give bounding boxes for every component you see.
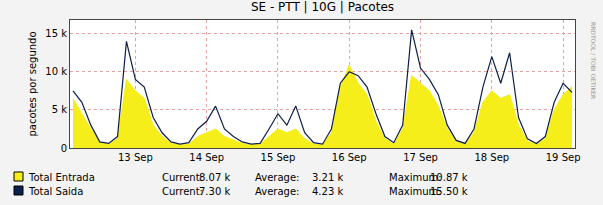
svg-text:19 Sep: 19 Sep (546, 152, 581, 163)
svg-text:Current:: Current: (162, 186, 203, 197)
svg-text:pacotes por segundo: pacotes por segundo (27, 31, 38, 136)
svg-text:0: 0 (61, 143, 67, 154)
svg-text:Total Saida: Total Saida (28, 186, 83, 197)
svg-text:15 k: 15 k (45, 28, 67, 39)
svg-text:SE - PTT | 10G | Pacotes: SE - PTT | 10G | Pacotes (251, 0, 394, 14)
svg-text:4.23 k: 4.23 k (312, 186, 343, 197)
svg-text:10.87 k: 10.87 k (430, 172, 468, 183)
svg-text:Average:: Average: (255, 172, 299, 183)
svg-text:16 Sep: 16 Sep (332, 152, 367, 163)
svg-text:15.50 k: 15.50 k (430, 186, 468, 197)
svg-text:Maximum:: Maximum: (389, 186, 442, 197)
svg-text:Total Entrada: Total Entrada (28, 172, 95, 183)
svg-text:7.30 k: 7.30 k (199, 186, 230, 197)
svg-text:RRDTOOL / TOBI OETIKER: RRDTOOL / TOBI OETIKER (590, 22, 597, 99)
svg-text:10 k: 10 k (45, 66, 67, 77)
svg-text:3.21 k: 3.21 k (312, 172, 343, 183)
svg-text:Current:: Current: (162, 172, 203, 183)
svg-text:17 Sep: 17 Sep (403, 152, 438, 163)
svg-text:8.07 k: 8.07 k (199, 172, 230, 183)
svg-text:14 Sep: 14 Sep (189, 152, 224, 163)
svg-text:18 Sep: 18 Sep (474, 152, 509, 163)
svg-text:13 Sep: 13 Sep (118, 152, 153, 163)
svg-text:5 k: 5 k (52, 104, 68, 115)
svg-text:15 Sep: 15 Sep (261, 152, 296, 163)
svg-text:Average:: Average: (255, 186, 299, 197)
svg-text:Maximum:: Maximum: (389, 172, 442, 183)
